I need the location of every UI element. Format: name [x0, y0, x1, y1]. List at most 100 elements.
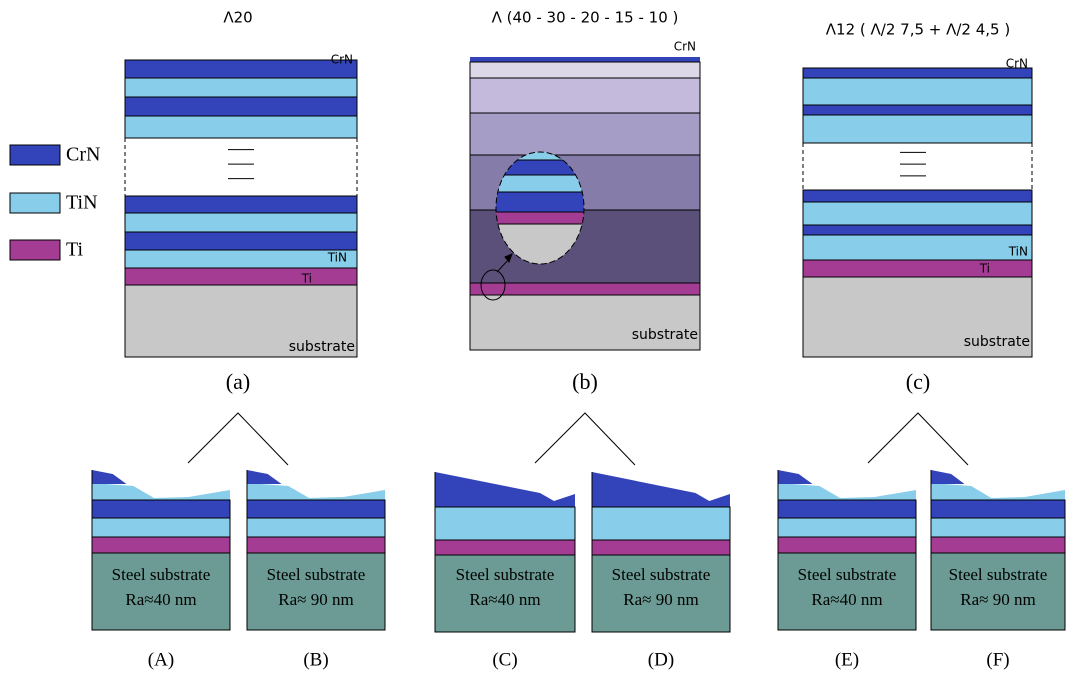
sample-caption: (F) — [986, 649, 1009, 670]
layer — [496, 211, 584, 225]
layer — [124, 212, 358, 233]
rough-surface — [247, 483, 385, 500]
layer — [802, 259, 1033, 278]
sample-label: Ra≈40 nm — [469, 590, 540, 609]
rough-surface — [435, 472, 575, 507]
rough-surface — [592, 472, 730, 507]
sample-label: Ra≈ 90 nm — [623, 590, 698, 609]
layer — [802, 234, 1033, 261]
sample-caption: (B) — [303, 649, 328, 670]
layer — [591, 554, 731, 633]
layer — [469, 77, 701, 114]
layer-label: substrate — [964, 334, 1030, 350]
branch — [187, 412, 289, 466]
layer — [124, 249, 358, 269]
panel-title: Λ12 ( Λ/2 7,5 + Λ/2 4,5 ) — [826, 21, 1010, 39]
layer — [591, 539, 731, 556]
sample-label: Steel substrate — [456, 565, 555, 584]
rough-surface — [931, 470, 965, 484]
layer — [496, 191, 584, 213]
layer-label: Ti — [301, 272, 312, 286]
zoom-inset — [496, 152, 584, 264]
sample-caption: (C) — [492, 649, 517, 670]
layer — [91, 517, 231, 538]
layer — [802, 67, 1033, 79]
layer — [469, 61, 701, 79]
legend-label: Ti — [66, 239, 84, 261]
layer — [469, 112, 701, 156]
layer — [591, 506, 731, 541]
sample-label: Steel substrate — [612, 565, 711, 584]
arrow-head — [504, 253, 513, 263]
rough-surface — [778, 470, 813, 484]
panel-caption: (a) — [226, 369, 250, 394]
layer-label: TiN — [327, 251, 347, 265]
layer — [91, 536, 231, 554]
layer — [124, 267, 358, 286]
layer-label: CrN — [674, 40, 696, 54]
layer — [124, 284, 358, 358]
legend-label: CrN — [66, 144, 100, 166]
layer — [434, 554, 576, 633]
layer — [124, 96, 358, 117]
layer — [434, 539, 576, 556]
layer — [469, 294, 701, 351]
sample-caption: (D) — [648, 649, 674, 670]
sample-label: Steel substrate — [267, 565, 366, 584]
layer — [246, 536, 386, 554]
panel-caption: (b) — [572, 369, 598, 394]
layer — [802, 114, 1033, 144]
layer-label: Ti — [979, 262, 990, 276]
branch — [534, 412, 636, 466]
legend-swatch — [9, 144, 61, 166]
layer — [124, 195, 358, 214]
layer-label: CrN — [331, 53, 353, 67]
sample-label: Steel substrate — [112, 565, 211, 584]
legend-swatch — [9, 192, 61, 214]
layer — [802, 201, 1033, 226]
layer — [246, 517, 386, 538]
layer — [777, 536, 917, 554]
layer — [496, 174, 584, 193]
layer — [434, 506, 576, 541]
layer — [246, 499, 386, 519]
layer — [930, 499, 1066, 519]
layer — [930, 552, 1066, 631]
layer — [802, 276, 1033, 358]
layer — [124, 59, 358, 79]
sample-label: Ra≈40 nm — [811, 590, 882, 609]
zoom-source — [480, 269, 506, 301]
layer — [802, 77, 1033, 106]
layer — [91, 499, 231, 519]
rough-surface — [92, 470, 127, 484]
legend-label: TiN — [66, 192, 98, 214]
layer — [777, 499, 917, 519]
rough-surface — [247, 470, 282, 484]
layer — [802, 104, 1033, 116]
layer — [124, 77, 358, 98]
sample-label: Ra≈ 90 nm — [278, 590, 353, 609]
layer — [124, 115, 358, 139]
rough-surface — [92, 483, 230, 500]
layer — [802, 224, 1033, 236]
layer — [91, 552, 231, 631]
sample-label: Steel substrate — [798, 565, 897, 584]
branch — [867, 412, 969, 466]
sample-label: Steel substrate — [949, 565, 1048, 584]
rough-surface — [931, 483, 1065, 500]
layer-label: TiN — [1008, 245, 1028, 259]
layer — [246, 552, 386, 631]
panel-title: Λ20 — [223, 9, 252, 27]
layer — [470, 57, 700, 62]
layer — [124, 231, 358, 251]
sample-caption: (A) — [148, 649, 174, 670]
layer — [802, 189, 1033, 203]
panel-caption: (c) — [906, 369, 930, 394]
sample-label: Ra≈ 90 nm — [960, 590, 1035, 609]
layer — [777, 552, 917, 631]
rough-surface — [778, 483, 916, 500]
sample-label: Ra≈40 nm — [125, 590, 196, 609]
layer — [930, 517, 1066, 538]
